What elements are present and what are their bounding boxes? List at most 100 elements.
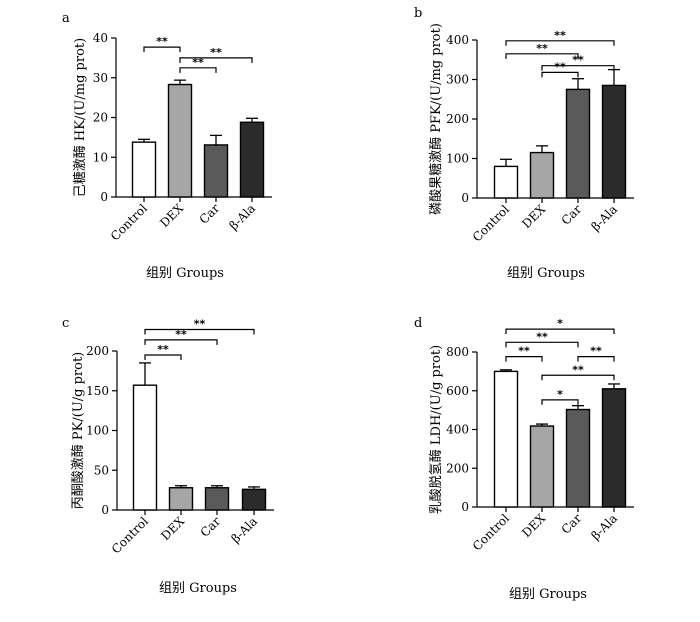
significance-bracket [179,57,253,63]
y-tick-label: 0 [101,503,109,517]
x-axis-title: 组别 Groups [146,266,224,281]
significance-bracket [505,53,579,59]
x-axis-title: 组别 Groups [507,266,585,281]
significance-label: * [557,388,563,401]
category-label: DEX [157,201,186,230]
category-label: DEX [519,511,548,540]
x-axis-title: 组别 Groups [509,587,587,602]
y-tick-label: 0 [461,191,469,205]
significance-label: * [557,317,563,330]
significance-label: ** [157,343,169,356]
category-label: Car [559,511,585,537]
significance-bracket [541,374,615,381]
y-tick-label: 50 [94,463,109,477]
panel-label: a [62,11,70,26]
significance-bracket [505,328,615,335]
significance-bracket [179,67,217,73]
chart-panel-b: b 0 100 200 300 400 Control DEX Car β-Ala ** ** ** **… [414,6,634,281]
category-label: Car [197,201,223,227]
x-axis-title: 组别 Groups [159,581,237,596]
bar-DEX [168,487,194,511]
significance-bracket [144,328,255,335]
category-label: Control [108,201,150,243]
category-label: Car [559,202,585,228]
y-axis-title: 乳酸脱氢酶 LDH/(U/g prot) [428,345,444,514]
category-label: β-Ala [589,511,621,543]
y-tick-label: 300 [446,73,469,87]
significance-bracket [577,356,615,362]
category-label: β-Ala [589,202,621,234]
bar-Car [565,408,591,508]
panel-label: b [414,6,422,21]
category-label: DEX [519,202,548,231]
y-tick-label: 200 [86,344,109,358]
category-label: Control [109,514,151,556]
y-axis-title: 磷酸果糖激酶 PFK/(U/mg prot) [428,23,444,215]
bar-Car [203,144,229,198]
significance-bracket [143,46,181,53]
bar-DEX [529,425,555,508]
significance-label: ** [518,345,530,358]
y-tick-label: 200 [446,112,469,126]
panel-label: d [414,316,422,331]
category-label: DEX [158,514,187,543]
significance-label: ** [194,318,206,331]
significance-label: ** [536,42,548,55]
chart-panel-a: a 0 10 20 30 40 Control DEX Car β-Ala ** ** ** 己糖激酶 H… [62,11,272,281]
significance-bracket [541,65,615,71]
significance-label: ** [156,35,168,48]
y-tick-label: 0 [461,500,469,514]
y-tick-label: 400 [446,33,469,47]
bar-Control [132,384,158,511]
category-label: β-Ala [227,201,259,233]
significance-bracket [505,40,615,46]
chart-panel-c: c 0 50 100 150 200 Control DEX Car β-Ala ** ** ** 丙酮酸… [62,316,274,596]
y-tick-label: 200 [446,461,469,475]
y-tick-label: 10 [93,150,108,164]
y-axis-title: 丙酮酸激酶 PK/(U/g prot) [70,352,86,510]
bar-Car [204,487,230,511]
y-axis-title: 己糖激酶 HK/(U/mg prot) [72,38,88,197]
panel-label: c [62,316,69,331]
bar-Car [565,88,591,199]
significance-label: ** [536,330,548,343]
y-tick-label: 600 [446,384,469,398]
significance-label: ** [572,54,584,67]
bar-DEX [529,151,555,199]
bar-Control [493,370,519,508]
y-tick-label: 30 [93,71,108,85]
y-tick-label: 100 [446,152,469,166]
bar-β-Ala [601,84,627,199]
significance-bracket [505,356,543,362]
y-tick-label: 0 [100,190,108,204]
significance-label: ** [192,56,204,69]
significance-label: ** [175,328,187,341]
y-tick-label: 800 [446,345,469,359]
y-tick-label: 20 [93,111,108,125]
category-label: Car [198,514,224,540]
significance-bracket [505,341,579,348]
category-label: β-Ala [229,514,261,546]
y-tick-label: 150 [86,384,109,398]
category-label: Control [470,511,512,553]
category-label: Control [470,202,512,244]
y-tick-label: 100 [86,424,109,438]
significance-label: ** [554,60,566,73]
significance-bracket [541,71,579,78]
bar-Control [493,165,519,199]
significance-label: ** [590,345,602,358]
bar-Control [131,141,157,198]
significance-label: ** [554,29,566,42]
bar-DEX [167,83,193,198]
y-tick-label: 400 [446,423,469,437]
y-tick-label: 40 [93,31,108,45]
significance-label: ** [572,363,584,376]
significance-bracket [144,354,182,360]
significance-label: ** [210,46,222,59]
bar-β-Ala [601,388,627,508]
bar-β-Ala [241,488,267,511]
significance-bracket [144,339,218,345]
significance-bracket [541,399,579,405]
